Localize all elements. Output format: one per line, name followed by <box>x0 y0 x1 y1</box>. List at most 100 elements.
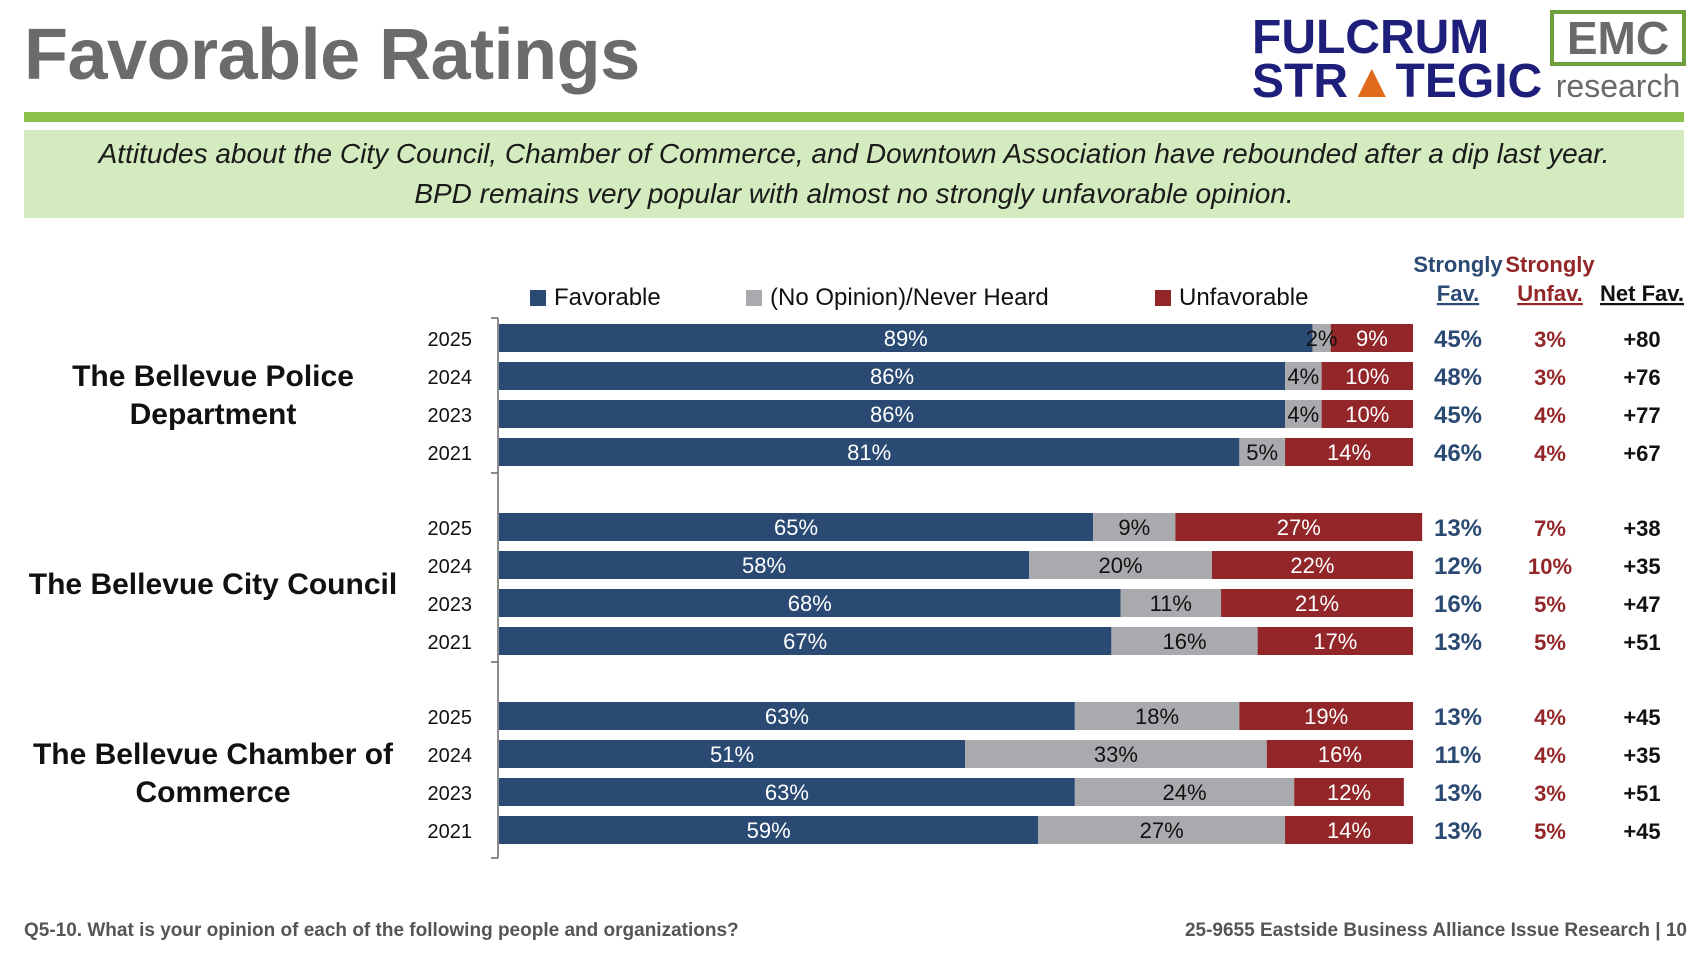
year-label: 2021 <box>428 821 473 843</box>
emc-logo-main: EMC <box>1550 10 1686 66</box>
net-fav-value: +76 <box>1623 365 1660 390</box>
label-no-opinion: 4% <box>1287 402 1319 427</box>
bar-unfavorable <box>1285 438 1413 466</box>
strong-fav-value: 13% <box>1434 515 1482 542</box>
bar-no-opinion <box>1120 589 1222 617</box>
net-fav-value: +35 <box>1623 743 1660 768</box>
col-head-strong-unfav-2: Unfav. <box>1517 281 1583 306</box>
net-fav-value: +51 <box>1623 630 1660 655</box>
net-fav-value: +35 <box>1623 554 1660 579</box>
label-unfavorable: 22% <box>1290 553 1334 578</box>
label-favorable: 65% <box>774 515 818 540</box>
label-unfavorable: 12% <box>1327 780 1371 805</box>
bar-no-opinion <box>1074 702 1240 730</box>
year-label: 2024 <box>428 745 473 767</box>
group-label-2-1: Commerce <box>135 776 290 809</box>
label-no-opinion: 5% <box>1246 440 1278 465</box>
legend-label-unfavorable: Unfavorable <box>1179 284 1308 311</box>
bar-unfavorable <box>1294 778 1404 806</box>
net-fav-value: +67 <box>1623 441 1660 466</box>
year-label: 2024 <box>428 367 473 389</box>
fulcrum-strategic-logo: FULCRUM STR▲TEGIC <box>1252 11 1542 108</box>
year-label: 2025 <box>428 518 473 540</box>
bar-unfavorable <box>1321 362 1413 390</box>
net-fav-value: +51 <box>1623 781 1660 806</box>
year-label: 2023 <box>428 783 473 805</box>
label-favorable: 67% <box>783 629 827 654</box>
col-head-strong-unfav-1: Strongly <box>1505 252 1595 277</box>
strong-fav-value: 45% <box>1434 326 1482 353</box>
label-unfavorable: 10% <box>1345 402 1389 427</box>
page-title: Favorable Ratings <box>24 15 640 95</box>
fulcrum-logo-line2-end: TEGIC <box>1395 55 1543 108</box>
label-no-opinion: 16% <box>1162 629 1206 654</box>
label-unfavorable: 9% <box>1356 326 1388 351</box>
group-label-2-0: The Bellevue Chamber of <box>33 738 394 771</box>
net-fav-value: +38 <box>1623 516 1660 541</box>
label-favorable: 89% <box>884 326 928 351</box>
bar-no-opinion <box>1074 778 1295 806</box>
label-unfavorable: 14% <box>1327 440 1371 465</box>
label-favorable: 81% <box>847 440 891 465</box>
fulcrum-logo-line2-start: STR <box>1252 55 1348 108</box>
label-unfavorable: 21% <box>1295 591 1339 616</box>
label-favorable: 63% <box>765 704 809 729</box>
strong-unfav-value: 4% <box>1534 403 1566 428</box>
strong-fav-value: 16% <box>1434 591 1482 618</box>
strong-unfav-value: 3% <box>1534 327 1566 352</box>
col-head-net-fav: Net Fav. <box>1600 281 1684 306</box>
emc-research-logo: EMC research <box>1550 10 1686 106</box>
label-favorable: 63% <box>765 780 809 805</box>
title-divider <box>24 112 1684 122</box>
label-no-opinion: 27% <box>1140 818 1184 843</box>
bar-unfavorable <box>1257 627 1413 655</box>
label-unfavorable: 17% <box>1313 629 1357 654</box>
strong-unfav-value: 4% <box>1534 743 1566 768</box>
label-unfavorable: 27% <box>1277 515 1321 540</box>
label-favorable: 59% <box>747 818 791 843</box>
strong-unfav-value: 4% <box>1534 441 1566 466</box>
emc-logo-sub: research <box>1555 68 1681 104</box>
label-no-opinion: 18% <box>1135 704 1179 729</box>
bar-no-opinion <box>1038 816 1286 844</box>
bar-favorable <box>499 702 1075 730</box>
year-label: 2025 <box>428 707 473 729</box>
triangle-icon: ▲ <box>1348 55 1396 108</box>
label-favorable: 86% <box>870 402 914 427</box>
bar-no-opinion <box>1029 551 1212 579</box>
bar-favorable <box>499 362 1286 390</box>
favorable-ratings-chart: Favorable (No Opinion)/Never Heard Unfavor… <box>29 252 1684 859</box>
group-label-0-1: Department <box>130 398 297 431</box>
bar-unfavorable <box>1175 513 1423 541</box>
strong-unfav-value: 5% <box>1534 592 1566 617</box>
footer-source: 25-9655 Eastside Business Alliance Issue… <box>1184 920 1687 941</box>
bar-no-opinion <box>1111 627 1258 655</box>
bar-unfavorable <box>1266 740 1413 768</box>
col-head-strong-fav-1: Strongly <box>1413 252 1503 277</box>
label-unfavorable: 10% <box>1345 364 1389 389</box>
bar-favorable <box>499 816 1039 844</box>
bar-favorable <box>499 740 966 768</box>
year-label: 2021 <box>428 632 473 654</box>
net-fav-value: +47 <box>1623 592 1660 617</box>
net-fav-value: +77 <box>1623 403 1660 428</box>
year-label: 2023 <box>428 405 473 427</box>
legend-swatch-no-opinion <box>746 290 762 306</box>
strong-unfav-value: 3% <box>1534 781 1566 806</box>
group-label-0-0: The Bellevue Police <box>72 360 354 393</box>
strong-fav-value: 13% <box>1434 780 1482 807</box>
headline-line1: Attitudes about the City Council, Chambe… <box>98 138 1610 169</box>
legend-swatch-unfavorable <box>1155 290 1171 306</box>
net-fav-value: +45 <box>1623 705 1660 730</box>
strong-unfav-value: 4% <box>1534 705 1566 730</box>
label-no-opinion: 4% <box>1287 364 1319 389</box>
strong-unfav-value: 5% <box>1534 819 1566 844</box>
bar-favorable <box>499 324 1313 352</box>
fulcrum-logo-line1: FULCRUM <box>1252 11 1490 64</box>
year-label: 2023 <box>428 594 473 616</box>
label-no-opinion: 33% <box>1094 742 1138 767</box>
strong-unfav-value: 3% <box>1534 365 1566 390</box>
label-unfavorable: 16% <box>1318 742 1362 767</box>
strong-unfav-value: 5% <box>1534 630 1566 655</box>
bar-no-opinion <box>1285 362 1322 390</box>
